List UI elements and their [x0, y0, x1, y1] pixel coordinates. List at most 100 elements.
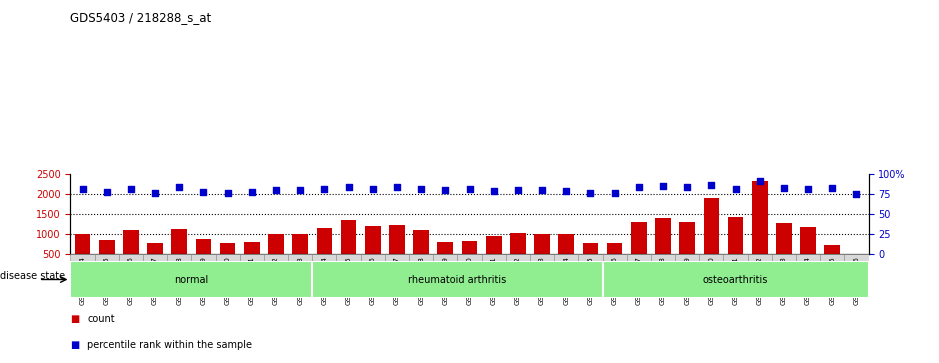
Text: osteoarthritis: osteoarthritis [703, 274, 768, 285]
Text: disease state: disease state [0, 271, 65, 281]
Text: GSM1337308: GSM1337308 [177, 256, 182, 305]
Text: GSM1337315: GSM1337315 [346, 256, 351, 305]
Text: GSM1337324: GSM1337324 [563, 256, 569, 305]
Bar [530, 254, 554, 296]
Bar [361, 254, 385, 296]
Bar [239, 254, 264, 296]
Point [728, 187, 743, 192]
Point [293, 187, 308, 193]
Bar [433, 254, 457, 296]
Bar [578, 254, 603, 296]
Point [777, 185, 792, 191]
Bar [747, 254, 772, 296]
Bar [534, 234, 550, 254]
Text: GSM1337336: GSM1337336 [854, 256, 859, 305]
Bar [824, 245, 840, 254]
Point [413, 187, 428, 192]
Bar [269, 234, 284, 254]
Point [100, 189, 115, 195]
Point [390, 184, 405, 190]
Bar [844, 254, 869, 296]
Point [655, 183, 670, 189]
Point [583, 190, 598, 196]
Point [534, 187, 549, 193]
Text: GSM1337322: GSM1337322 [515, 256, 521, 305]
Text: GSM1337331: GSM1337331 [732, 256, 739, 305]
Bar [728, 217, 744, 254]
Point [462, 187, 477, 192]
Bar [438, 242, 454, 254]
Point [172, 184, 187, 190]
Point [486, 188, 501, 194]
Text: normal: normal [175, 274, 208, 285]
Bar [244, 242, 260, 254]
Point [365, 186, 380, 192]
Bar [772, 254, 796, 296]
Text: GSM1337309: GSM1337309 [200, 256, 207, 305]
Bar [776, 223, 792, 254]
Bar [313, 261, 603, 298]
Bar [603, 254, 626, 296]
Point [196, 189, 211, 195]
Bar [147, 242, 163, 254]
Bar [172, 229, 187, 254]
Text: GSM1337312: GSM1337312 [273, 256, 279, 305]
Point [316, 186, 331, 192]
Bar [820, 254, 844, 296]
Text: GSM1337306: GSM1337306 [128, 256, 134, 305]
Bar [99, 240, 115, 254]
Text: GSM1337314: GSM1337314 [321, 256, 328, 305]
Bar [292, 234, 308, 254]
Point [269, 187, 284, 193]
Text: GSM1337317: GSM1337317 [394, 256, 400, 305]
Point [220, 190, 235, 196]
Bar [796, 254, 820, 296]
Bar [655, 218, 670, 254]
Bar [316, 228, 332, 254]
Text: GSM1337316: GSM1337316 [370, 256, 376, 305]
Bar [675, 254, 700, 296]
Point [704, 182, 719, 188]
Bar [167, 254, 192, 296]
Bar [385, 254, 409, 296]
Text: GSM1337329: GSM1337329 [685, 256, 690, 305]
Text: GSM1337335: GSM1337335 [829, 256, 836, 305]
Bar [482, 254, 506, 296]
Bar [313, 254, 336, 296]
Text: GSM1337321: GSM1337321 [491, 256, 497, 305]
Point [341, 184, 356, 190]
Bar [264, 254, 288, 296]
Point [147, 191, 162, 196]
Point [680, 184, 695, 190]
Bar [626, 254, 651, 296]
Bar [607, 243, 623, 254]
Text: GSM1337326: GSM1337326 [611, 256, 618, 305]
Text: rheumatoid arthritis: rheumatoid arthritis [408, 274, 506, 285]
Bar [462, 241, 477, 254]
Bar [216, 254, 239, 296]
Bar [723, 254, 747, 296]
Bar [75, 234, 90, 254]
Point [849, 191, 864, 197]
Bar [582, 243, 598, 254]
Text: percentile rank within the sample: percentile rank within the sample [87, 340, 253, 350]
Bar [119, 254, 143, 296]
Text: GSM1337310: GSM1337310 [224, 256, 231, 305]
Bar [389, 225, 405, 254]
Text: GSM1337307: GSM1337307 [152, 256, 158, 305]
Bar [506, 254, 530, 296]
Bar [631, 222, 647, 254]
Point [559, 188, 574, 194]
Text: GSM1337327: GSM1337327 [636, 256, 641, 305]
Text: GSM1337328: GSM1337328 [660, 256, 666, 305]
Point [75, 186, 90, 192]
Bar [413, 230, 429, 254]
Bar [603, 261, 869, 298]
Bar [336, 254, 361, 296]
Bar [752, 181, 767, 254]
Point [631, 184, 646, 190]
Point [244, 189, 259, 195]
Bar [220, 243, 236, 254]
Text: GSM1337332: GSM1337332 [757, 256, 762, 305]
Bar [559, 234, 574, 254]
